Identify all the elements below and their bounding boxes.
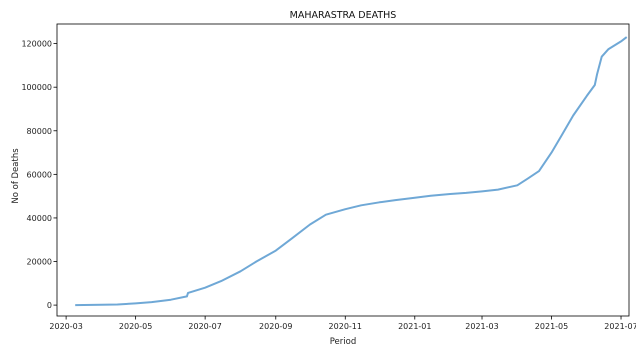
x-tick-label: 2021-07 bbox=[604, 322, 636, 331]
y-tick-label: 40000 bbox=[27, 214, 52, 223]
y-tick-label: 80000 bbox=[27, 127, 52, 136]
y-tick-label: 60000 bbox=[27, 170, 52, 179]
x-tick-label: 2021-01 bbox=[398, 322, 431, 331]
y-tick-label: 20000 bbox=[27, 258, 52, 267]
chart-title: MAHARASTRA DEATHS bbox=[290, 10, 397, 21]
plot-frame bbox=[56, 23, 630, 317]
y-tick-label: 120000 bbox=[21, 40, 52, 49]
y-tick-label: 100000 bbox=[21, 83, 52, 92]
x-axis-label: Period bbox=[330, 337, 357, 347]
x-tick-label: 2021-03 bbox=[465, 322, 498, 331]
plot-area: 2020-03 2020-05 2020-07 2020-09 2020-11 2021-… bbox=[21, 23, 636, 331]
y-axis-label: No of Deaths bbox=[11, 148, 21, 204]
y-tick-label: 0 bbox=[47, 301, 52, 310]
series-line-0 bbox=[75, 36, 628, 307]
x-tick-label: 2020-05 bbox=[119, 322, 152, 331]
x-tick-label: 2020-09 bbox=[259, 322, 292, 331]
x-tick-label: 2020-07 bbox=[188, 322, 221, 331]
x-tick-label: 2020-11 bbox=[329, 322, 362, 331]
x-tick-label: 2020-03 bbox=[49, 322, 82, 331]
x-tick-label: 2021-05 bbox=[535, 322, 568, 331]
